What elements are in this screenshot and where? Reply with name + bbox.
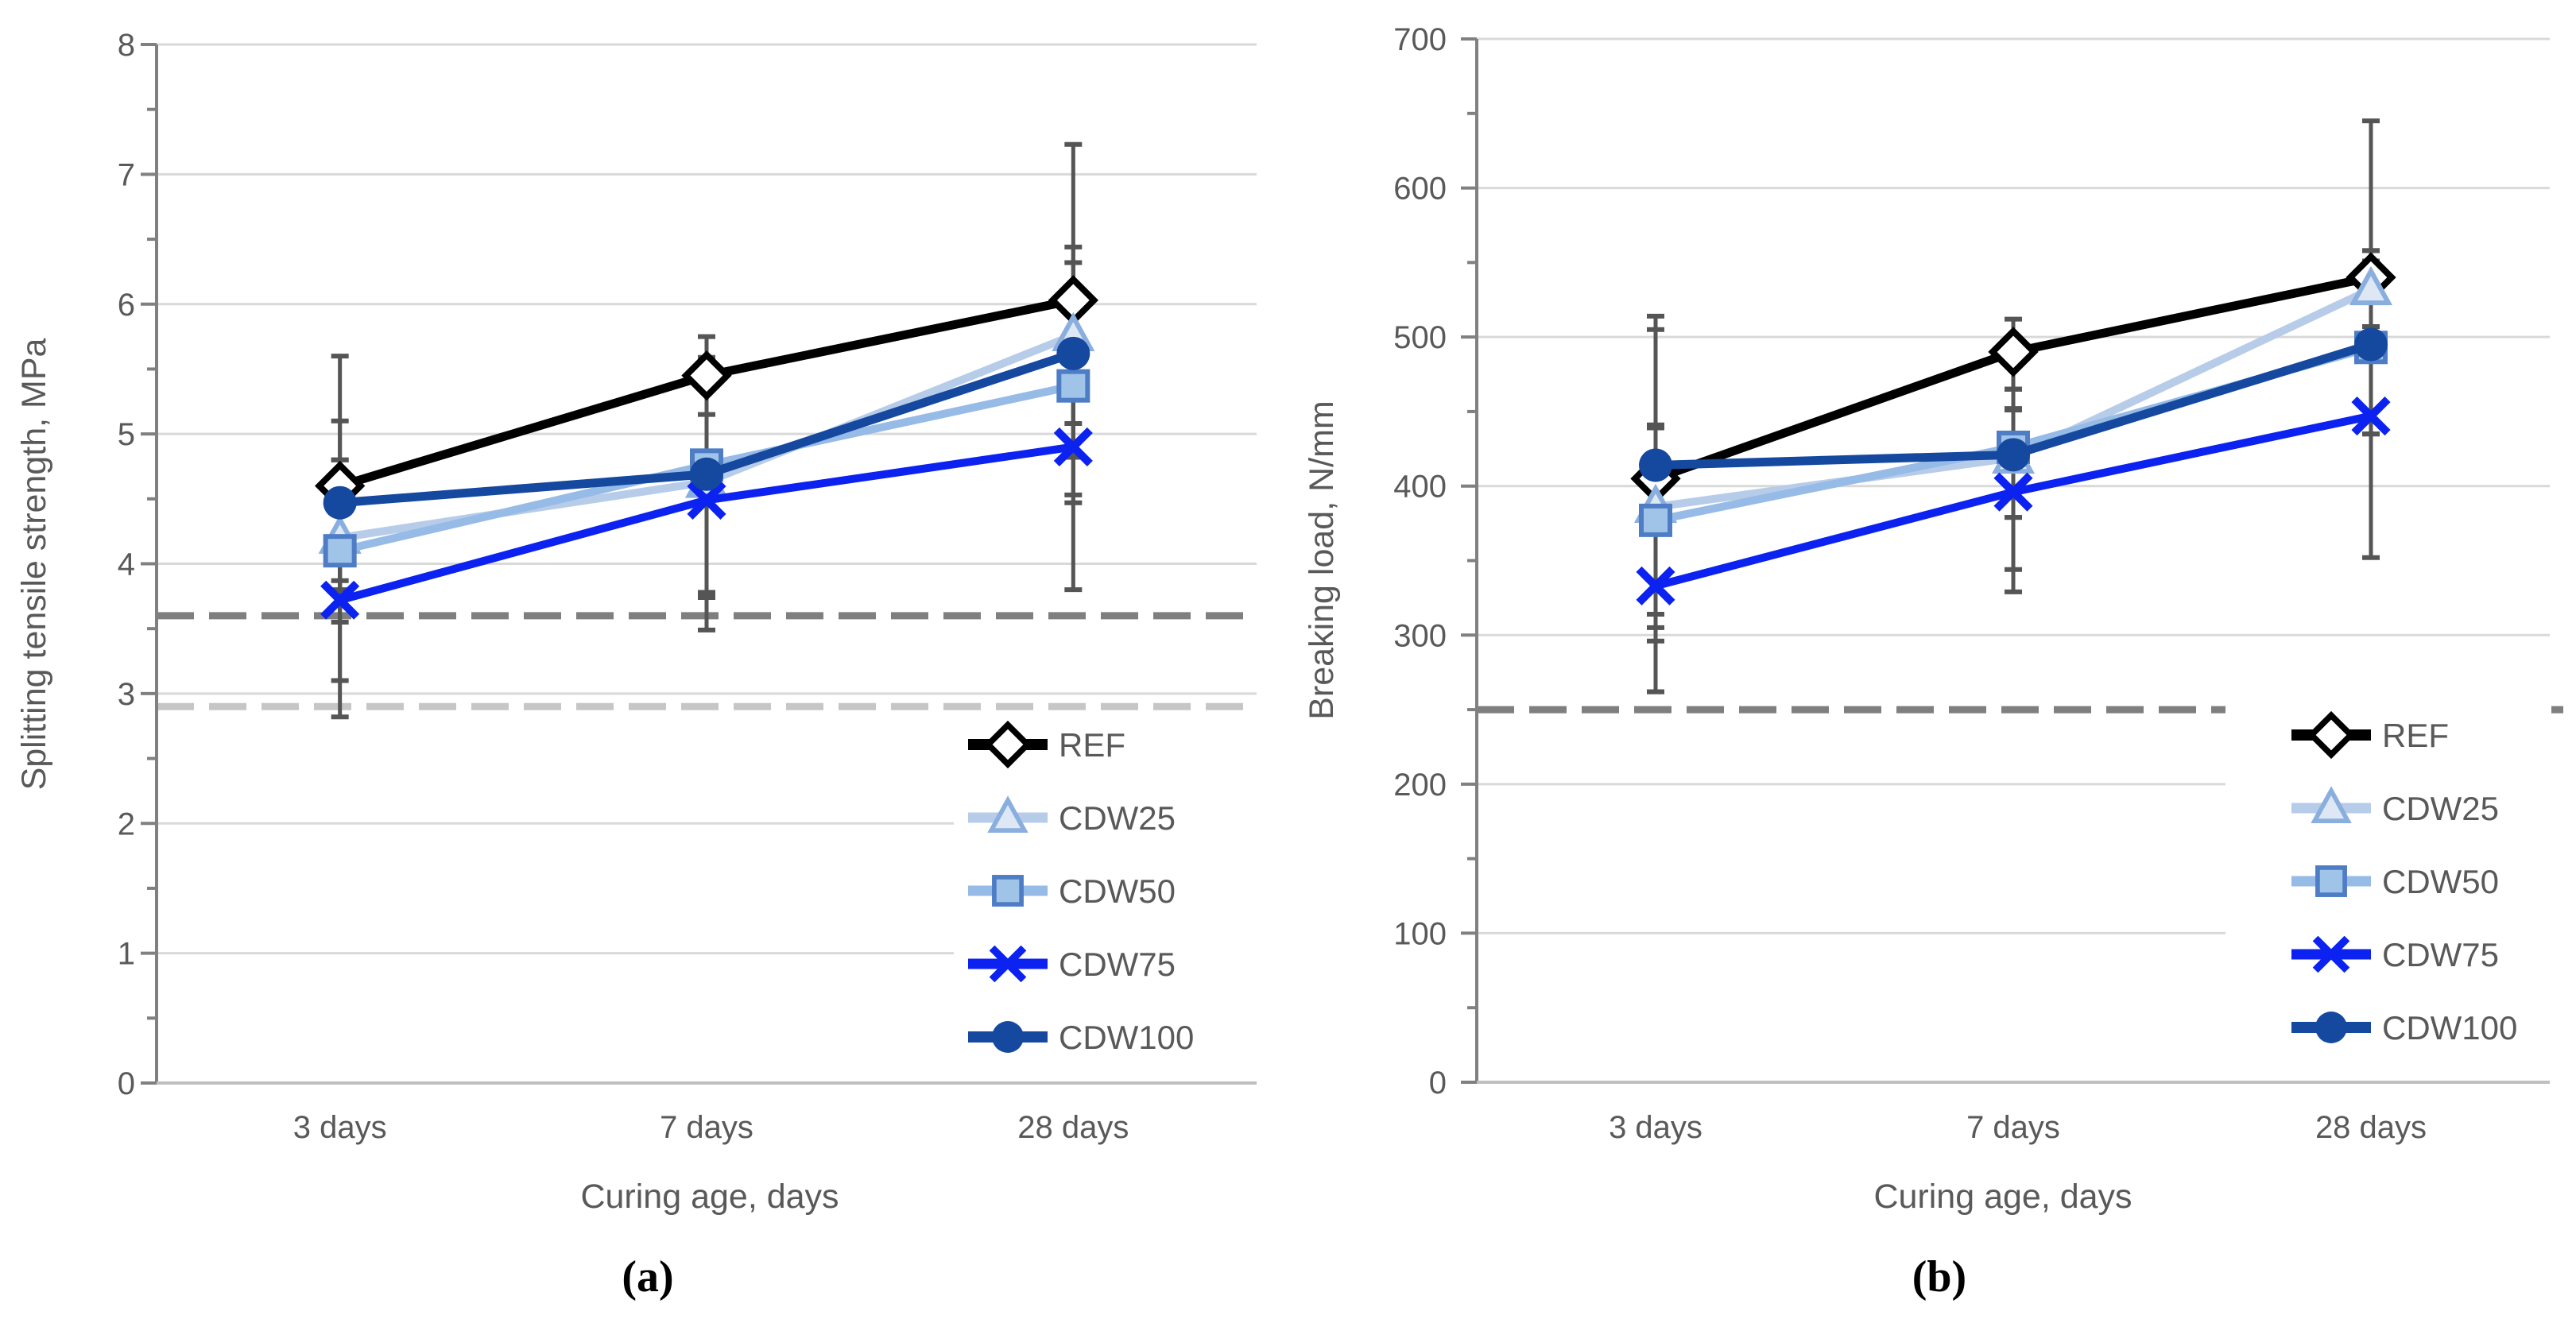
series-ref <box>315 275 1098 512</box>
legend: REF CDW25 CDW50 CDW75 CDW100 <box>954 715 1265 1074</box>
marker-circle <box>690 457 723 491</box>
marker-diamond-open <box>1988 327 2039 377</box>
marker-circle <box>1997 438 2030 472</box>
marker-square <box>323 534 357 568</box>
marker-diamond-open <box>2307 710 2356 760</box>
legend-label: CDW100 <box>2382 1009 2517 1046</box>
marker-square <box>2315 865 2347 897</box>
legend-item-cdw75: CDW75 <box>2291 935 2499 973</box>
legend-item-ref: REF <box>2291 710 2449 760</box>
marker-square <box>1639 503 1672 537</box>
y-tick-label: 8 <box>118 28 135 63</box>
legend-label: CDW25 <box>2382 790 2499 827</box>
labels: 0 100 200 300 400 500 600 700 3 days 7 days 28 day… <box>1303 22 2427 1302</box>
legend: REF CDW25 CDW50 CDW75 CDW100 <box>2225 691 2551 1069</box>
error-bars <box>331 141 1083 720</box>
y-axis-title: Breaking load, N/mm <box>1303 400 1341 720</box>
y-axis <box>1461 37 1478 1084</box>
series-cdw100 <box>323 336 1090 520</box>
y-tick-label: 400 <box>1393 470 1447 505</box>
marker-circle <box>323 485 357 520</box>
x-category-label: 28 days <box>1017 1110 1129 1145</box>
marker-circle <box>2315 1012 2347 1043</box>
series-cdw75 <box>1636 397 2391 605</box>
chart-a: REF CDW25 CDW50 CDW75 CDW100 0 1 2 3 4 5 6 7 8 3 days 7… <box>15 28 1265 1302</box>
legend-label: CDW100 <box>1059 1019 1194 1056</box>
series-cdw75 <box>320 427 1093 620</box>
marker-circle <box>1056 336 1090 370</box>
x-category-label: 3 days <box>1609 1110 1702 1145</box>
legend-label: CDW50 <box>2382 863 2499 900</box>
y-tick-label: 7 <box>118 157 135 192</box>
marker-x <box>320 580 360 620</box>
legend-label: REF <box>1059 726 1125 764</box>
marker-x <box>687 480 726 520</box>
x-category-label: 7 days <box>660 1110 753 1145</box>
marker-square <box>992 875 1024 907</box>
x-category-label: 7 days <box>1966 1110 2060 1145</box>
chart-b: REF CDW25 CDW50 CDW75 CDW100 0 100 200 300 400 500… <box>1303 22 2576 1302</box>
marker-diamond-open <box>681 350 732 401</box>
y-tick-label: 100 <box>1393 916 1447 951</box>
panel-caption: (a) <box>622 1252 673 1302</box>
marker-circle <box>992 1021 1024 1053</box>
error-bars <box>1647 118 2380 694</box>
y-tick-label: 4 <box>118 547 135 582</box>
panel-caption: (b) <box>1912 1252 1966 1302</box>
marker-circle <box>2354 327 2388 362</box>
y-axis <box>141 43 158 1085</box>
marker-square <box>1056 369 1090 403</box>
marker-x <box>1636 566 1675 605</box>
x-axis-title: Curing age, days <box>580 1178 839 1216</box>
labels: 0 1 2 3 4 5 6 7 8 3 days 7 days 28 days Splitting te… <box>15 28 1129 1302</box>
y-tick-label: 200 <box>1393 768 1447 803</box>
y-tick-label: 700 <box>1393 22 1447 57</box>
legend-item-cdw50: CDW50 <box>968 872 1176 910</box>
x-category-label: 28 days <box>2315 1110 2427 1145</box>
y-tick-label: 300 <box>1393 618 1447 653</box>
y-tick-label: 0 <box>118 1066 135 1101</box>
marker-triangle <box>2311 786 2352 824</box>
legend-item-cdw25: CDW25 <box>968 795 1176 837</box>
x-category-label: 3 days <box>293 1110 387 1145</box>
x-axis-title: Curing age, days <box>1873 1178 2132 1216</box>
legend-background <box>2225 691 2551 1069</box>
marker-x <box>989 945 1027 983</box>
marker-triangle <box>2349 265 2393 306</box>
legend-label: CDW75 <box>2382 936 2499 973</box>
y-tick-label: 6 <box>118 288 135 323</box>
legend-item-cdw25: CDW25 <box>2291 786 2499 827</box>
legend-label: CDW75 <box>1059 946 1176 983</box>
legend-label: CDW50 <box>1059 872 1176 910</box>
y-tick-label: 3 <box>118 677 135 712</box>
marker-circle <box>1639 448 1672 482</box>
marker-diamond-open <box>983 720 1032 769</box>
legend-label: REF <box>2382 717 2449 754</box>
legend-item-cdw100: CDW100 <box>968 1019 1194 1056</box>
marker-x <box>1993 472 2033 512</box>
y-tick-label: 0 <box>1429 1066 1447 1101</box>
y-tick-label: 1 <box>118 937 135 972</box>
legend-label: CDW25 <box>1059 799 1176 837</box>
marker-x <box>2351 397 2391 436</box>
y-axis-title: Splitting tensile strength, MPa <box>15 338 53 790</box>
legend-item-ref: REF <box>968 720 1125 769</box>
y-tick-label: 600 <box>1393 172 1447 207</box>
marker-x <box>2312 935 2350 973</box>
marker-x <box>1053 427 1093 466</box>
y-tick-label: 2 <box>118 807 135 841</box>
legend-item-cdw100: CDW100 <box>2291 1009 2517 1046</box>
y-tick-label: 500 <box>1393 320 1447 355</box>
y-tick-label: 5 <box>118 417 135 452</box>
legend-item-cdw75: CDW75 <box>968 945 1176 983</box>
marker-triangle <box>987 795 1028 834</box>
legend-item-cdw50: CDW50 <box>2291 863 2499 900</box>
series-cdw100 <box>1639 327 2388 482</box>
